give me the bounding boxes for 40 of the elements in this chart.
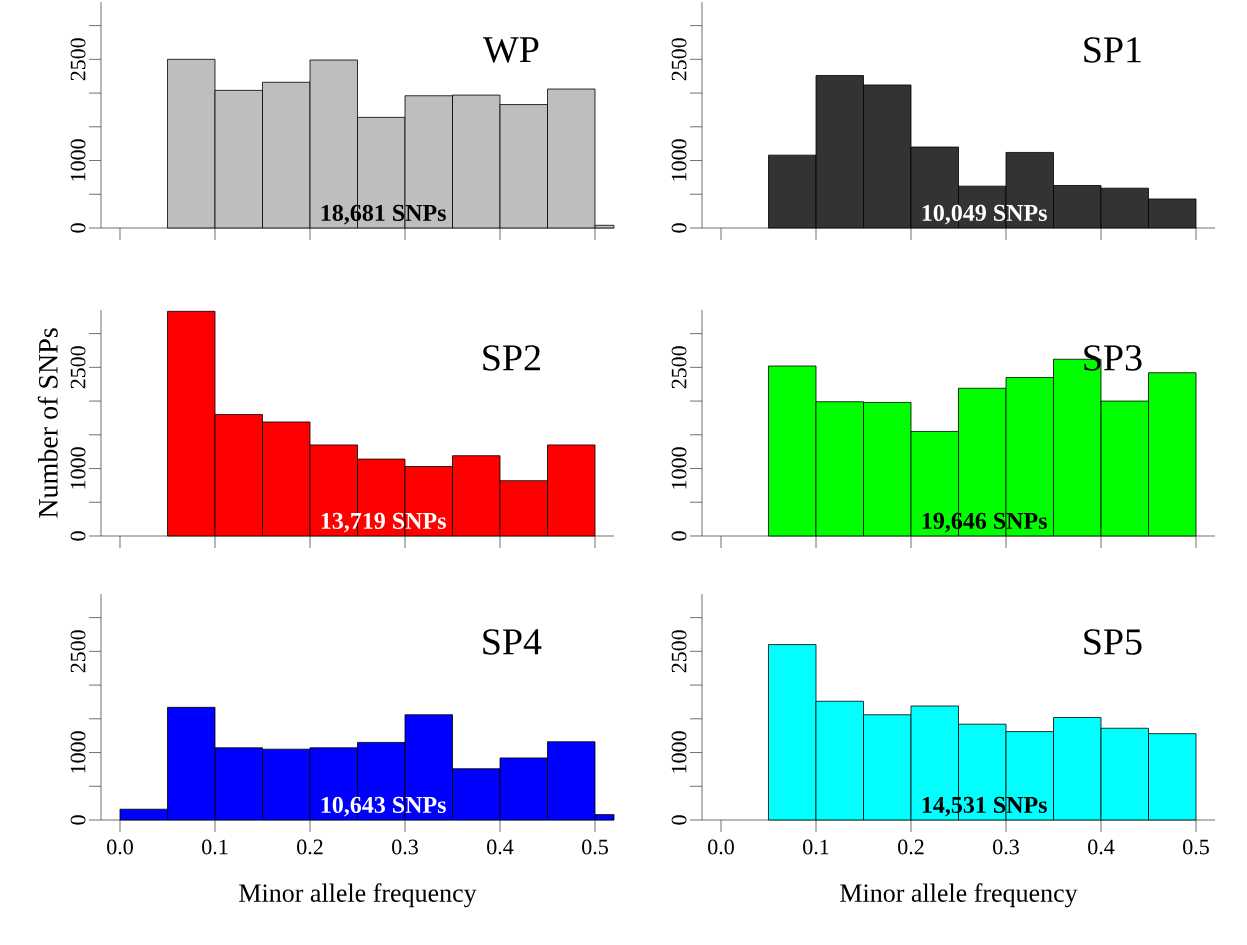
x-tick-label: 0.3 bbox=[392, 839, 418, 855]
y-tick-label: 0 bbox=[671, 223, 687, 233]
y-tick-label: 0 bbox=[671, 815, 687, 825]
x-tick-label: 0.0 bbox=[708, 839, 734, 855]
x-tick-label: 0.3 bbox=[993, 839, 1019, 855]
x-axis-title: Minor allele frequency bbox=[840, 883, 1078, 908]
y-tick-label: 0 bbox=[70, 223, 86, 233]
x-tick-label: 0.5 bbox=[582, 839, 608, 855]
y-tick-label: 1000 bbox=[70, 139, 86, 181]
y-tick-label: 1000 bbox=[671, 731, 687, 773]
x-tick-label: 0.4 bbox=[487, 839, 514, 855]
x-tick-label: 0.5 bbox=[1183, 839, 1209, 855]
x-tick-label: 0.1 bbox=[803, 839, 829, 855]
x-axis-title: Minor allele frequency bbox=[239, 883, 477, 908]
x-tick-label: 0.1 bbox=[202, 839, 228, 855]
y-tick-label: 2500 bbox=[70, 630, 86, 673]
y-axis-title: Number of SNPs bbox=[37, 328, 58, 518]
text: SP3 bbox=[1084, 345, 1142, 371]
text: SP1 bbox=[1084, 37, 1141, 63]
y-tick-label: 2500 bbox=[671, 630, 687, 673]
x-tick-label: 0.4 bbox=[1088, 839, 1115, 855]
y-tick-label: 0 bbox=[70, 815, 86, 825]
text: SP2 bbox=[483, 345, 540, 371]
x-tick-label: 0.2 bbox=[297, 839, 323, 855]
x-tick-label: 0.2 bbox=[898, 839, 924, 855]
annotation: 10,049 SNPs bbox=[922, 204, 1047, 225]
text: SP5 bbox=[1084, 629, 1142, 655]
y-tick-label: 0 bbox=[70, 531, 86, 541]
text: SP4 bbox=[483, 629, 542, 655]
y-tick-label: 1000 bbox=[70, 447, 86, 489]
y-tick-label: 1000 bbox=[671, 139, 687, 181]
y-tick-label: 2500 bbox=[671, 38, 687, 81]
y-tick-label: 1000 bbox=[70, 731, 86, 773]
y-tick-label: 2500 bbox=[70, 346, 86, 389]
y-tick-label: 0 bbox=[671, 531, 687, 541]
y-tick-label: 2500 bbox=[671, 346, 687, 389]
text: WP bbox=[482, 37, 539, 63]
y-tick-label: 2500 bbox=[70, 38, 86, 81]
x-tick-label: 0.0 bbox=[107, 839, 133, 855]
y-tick-label: 1000 bbox=[671, 447, 687, 489]
